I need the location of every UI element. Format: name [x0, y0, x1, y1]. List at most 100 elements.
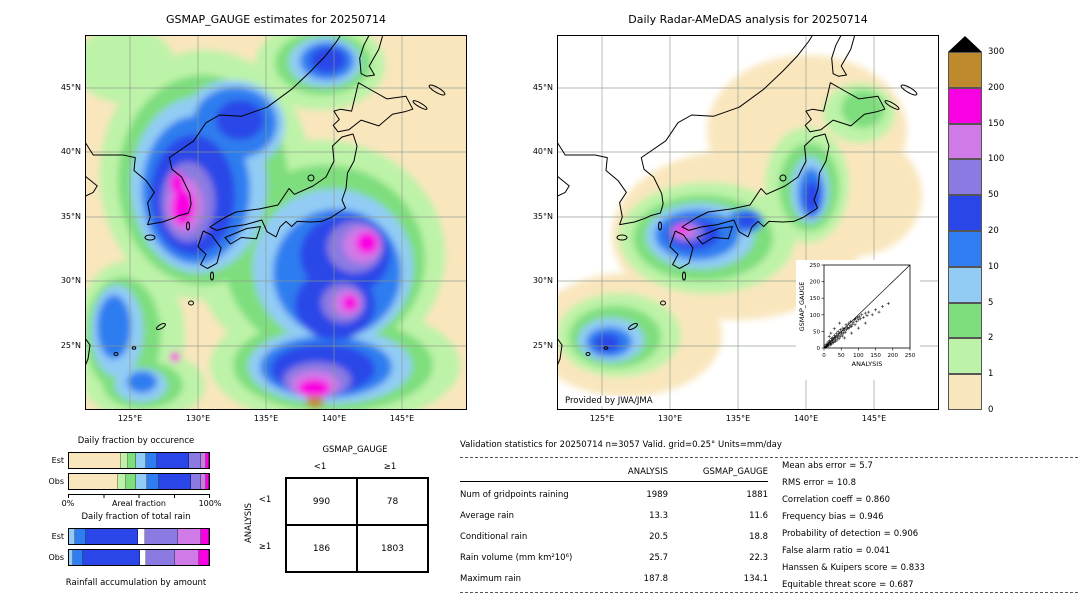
colorbar-segment	[948, 374, 982, 410]
score-line: Equitable threat score = 0.687	[782, 580, 914, 590]
row-label-est: Est	[51, 532, 64, 541]
colorbar-segment	[948, 159, 982, 196]
colorbar	[948, 52, 982, 410]
colorbar-segment	[948, 266, 982, 303]
contingency-cell: 78	[357, 478, 428, 525]
colorbar-label: 150	[988, 118, 1005, 129]
row-label-est: Est	[51, 456, 64, 465]
lon-tick: 145°E	[389, 414, 415, 423]
colorbar-label: 50	[988, 190, 999, 201]
divider-top	[460, 457, 1078, 458]
lon-tick: 140°E	[793, 414, 819, 423]
lon-tick: 125°E	[117, 414, 143, 423]
lat-tick: 40°N	[60, 147, 81, 156]
colorbar-label: 2	[988, 333, 994, 344]
row-label-obs: Obs	[48, 477, 64, 486]
colorbar-segment	[948, 87, 982, 124]
colorbar-over-triangle	[948, 36, 982, 52]
colorbar-label: 5	[988, 297, 994, 308]
left-map-title: GSMAP_GAUGE estimates for 20250714	[166, 13, 386, 26]
colorbar-label: 10	[988, 261, 999, 272]
header-underline	[460, 481, 768, 482]
stat-label: Num of gridpoints raining	[460, 489, 569, 500]
lat-tick: 30°N	[532, 276, 553, 285]
contingency-row-label: ≥1	[258, 542, 272, 552]
colorbar-label: 0	[988, 405, 994, 415]
contingency-cell: 1803	[357, 525, 428, 572]
score-list: Mean abs error = 5.7 RMS error = 10.8 Correl…	[782, 461, 925, 597]
occurrence-bar-est	[68, 452, 210, 469]
stats-row: Num of gridpoints raining 1989 1881	[460, 484, 768, 505]
inset-x-tick: 0	[822, 353, 826, 359]
occurrence-bar-obs	[68, 473, 210, 490]
fraction-caption: Rainfall accumulation by amount	[65, 578, 207, 588]
stat-analysis: 13.3	[649, 510, 668, 521]
lon-tick: 130°E	[657, 414, 683, 423]
lon-tick: 130°E	[185, 414, 211, 423]
colorbar-segment	[948, 52, 982, 88]
axis-title: Areal fraction	[112, 499, 166, 508]
stat-gsmap: 22.3	[749, 552, 768, 563]
contingency-grid: 990 78 186 1803	[285, 477, 429, 573]
axis-0pct: 0%	[61, 499, 75, 508]
inset-x-tick: 150	[870, 353, 881, 359]
inset-y-tick: 150	[810, 296, 821, 302]
stat-label: Maximum rain	[460, 573, 522, 584]
scatter-points	[823, 302, 890, 349]
inset-y-tick: 250	[810, 263, 821, 269]
score-line: Correlation coeff = 0.860	[782, 495, 891, 505]
contingency-col-label: ≥1	[383, 462, 397, 472]
contingency-row-label: <1	[258, 495, 272, 505]
totalrain-bar-est	[68, 528, 210, 545]
stats-row: Average rain 13.3 11.6	[460, 505, 768, 526]
inset-y-tick: 50	[813, 329, 820, 335]
contingency-table: GSMAP_GAUGE <1 ≥1 ANALYSIS <1 ≥1 990 78 …	[240, 443, 440, 583]
grid-lines	[85, 35, 467, 410]
lat-tick: 25°N	[60, 341, 81, 350]
stat-analysis: 25.7	[649, 552, 668, 563]
stats-row: Conditional rain 20.5 18.8	[460, 526, 768, 547]
lon-tick: 125°E	[589, 414, 615, 423]
occurrence-title: Daily fraction by occurence	[77, 436, 195, 446]
stats-header-row: ANALYSIS GSMAP_GAUGE	[460, 461, 768, 482]
contingency-cell: 186	[286, 525, 357, 572]
axis-100pct: 100%	[198, 499, 222, 508]
map-frame	[557, 35, 939, 410]
score-line: Frequency bias = 0.946	[782, 512, 884, 522]
stat-gsmap: 18.8	[749, 531, 768, 542]
map-frame	[85, 35, 467, 410]
colorbar-label: 100	[988, 154, 1005, 165]
lat-tick: 25°N	[532, 341, 553, 350]
stat-analysis: 1989	[646, 489, 668, 500]
totalrain-title: Daily fraction of total rain	[81, 512, 191, 522]
col-header-analysis: ANALYSIS	[627, 466, 668, 477]
stat-gsmap: 11.6	[749, 510, 768, 521]
score-line: RMS error = 10.8	[782, 478, 856, 488]
colorbar-label: 20	[988, 226, 999, 236]
lat-tick: 45°N	[60, 83, 81, 92]
stat-label: Conditional rain	[460, 531, 528, 542]
right-map-title: Daily Radar-AMeDAS analysis for 20250714	[628, 13, 868, 26]
inset-y-tick: 200	[810, 280, 821, 286]
inset-y-tick: 0	[817, 346, 821, 352]
inset-y-tick: 100	[810, 313, 821, 319]
coastlines	[557, 35, 918, 367]
colorbar-segment	[948, 338, 982, 375]
stats-panel: Validation statistics for 20250714 n=305…	[460, 440, 1078, 600]
lon-tick: 145°E	[861, 414, 887, 423]
lat-tick: 30°N	[60, 276, 81, 285]
stat-gsmap: 134.1	[743, 573, 768, 584]
col-header-gsmap: GSMAP_GAUGE	[702, 466, 768, 477]
credit-text: Provided by JWA/JMA	[563, 396, 655, 406]
lat-tick: 35°N	[60, 212, 81, 221]
precip-field-gsmap	[85, 35, 460, 410]
contingency-col-header: GSMAP_GAUGE	[322, 445, 388, 455]
stat-gsmap: 1881	[746, 489, 768, 500]
score-line: Mean abs error = 5.7	[782, 461, 873, 471]
stat-label: Average rain	[460, 510, 515, 521]
colorbar-label: 1	[988, 369, 994, 380]
stats-row: Rain volume (mm km²10⁶) 25.7 22.3	[460, 547, 768, 568]
colorbar-label: 200	[988, 82, 1005, 93]
inset-x-tick: 100	[853, 353, 864, 359]
